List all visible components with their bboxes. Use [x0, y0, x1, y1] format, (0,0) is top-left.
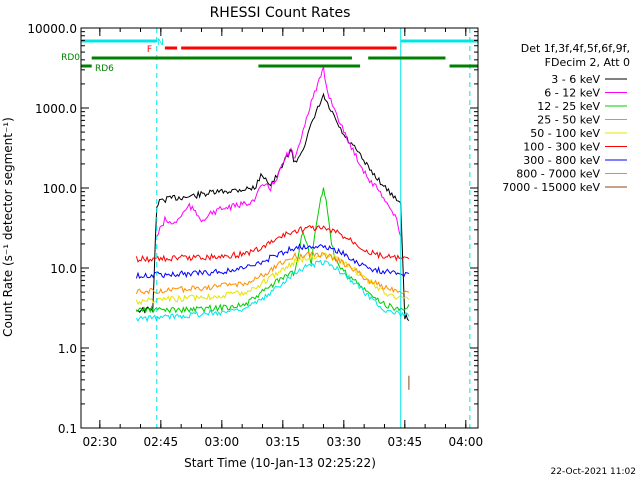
legend-entry-5: 100 - 300 keV: [523, 141, 600, 154]
x-tick-label-5: 03:45: [388, 435, 423, 449]
y-tick-label-1: 1.0: [58, 342, 77, 356]
state-bar-label-0: N: [157, 38, 164, 48]
y-tick-label-3: 100.0: [43, 182, 77, 196]
timestamp: 22-Oct-2021 11:02: [551, 467, 636, 477]
vertical-markers: [80, 28, 471, 428]
x-tick-label-4: 03:30: [327, 435, 362, 449]
y-tick-label-4: 1000.0: [35, 102, 77, 116]
legend-entry-0: 3 - 6 keV: [551, 73, 600, 86]
y-tick-label-5: 10000.0: [27, 22, 77, 36]
x-tick-label-2: 03:00: [205, 435, 240, 449]
series-line-0: [136, 92, 410, 321]
series-line-3: [135, 259, 410, 323]
state-bar-label-1: F: [147, 45, 152, 55]
axes: 02:30 02:45 03:00 03:15 03:30 03:45 04:00 0.1 1.…: [27, 22, 483, 449]
state-bars: NF RD0 RD6: [61, 38, 478, 74]
plot-frame: [80, 27, 479, 429]
series-line-5: [135, 224, 410, 263]
series-line-4: [135, 252, 410, 306]
legend-header-line-1: Det 1f,3f,4f,5f,6f,9f,: [521, 42, 630, 55]
series-line-1: [156, 66, 402, 237]
y-axis-label: Count Rate (s⁻¹ detector segment⁻¹): [1, 117, 15, 337]
legend-entry-2: 12 - 25 keV: [537, 100, 600, 113]
x-tick-label-6: 04:00: [449, 435, 484, 449]
legend-entry-3: 25 - 50 keV: [537, 114, 600, 127]
series-lines: [135, 66, 410, 390]
legend: Det 1f,3f,4f,5f,6f,9f, FDecim 2, Att 0 3…: [502, 42, 630, 194]
series-line-7: [135, 250, 410, 295]
chart-title: RHESSI Count Rates: [210, 5, 351, 21]
legend-entry-4: 50 - 100 keV: [530, 127, 600, 140]
legend-entry-7: 800 - 7000 keV: [516, 168, 600, 181]
series-line-6: [135, 242, 410, 279]
legend-header-line-2: FDecim 2, Att 0: [545, 56, 630, 69]
state-bar-label-2: RD0: [61, 53, 80, 63]
x-tick-label-3: 03:15: [266, 435, 301, 449]
y-tick-label-0: 0.1: [58, 422, 77, 436]
legend-entry-8: 7000 - 15000 keV: [502, 181, 600, 194]
x-axis-label: Start Time (10-Jan-13 02:25:22): [184, 456, 376, 470]
y-tick-label-2: 10.0: [50, 262, 77, 276]
x-tick-label-0: 02:30: [83, 435, 118, 449]
legend-entry-6: 300 - 800 keV: [523, 154, 600, 167]
x-tick-label-1: 02:45: [144, 435, 179, 449]
legend-entry-1: 6 - 12 keV: [544, 87, 600, 100]
state-bar-label-3: RD6: [95, 64, 114, 74]
